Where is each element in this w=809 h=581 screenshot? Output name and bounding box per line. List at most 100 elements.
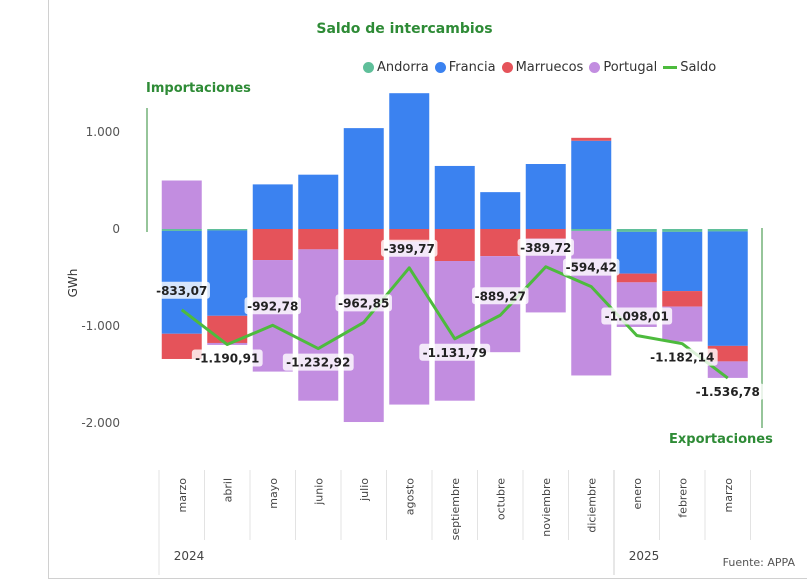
x-tick-label: octubre [494, 478, 507, 520]
bar-marruecos [571, 137, 612, 141]
bar-marruecos [480, 229, 521, 257]
source-note: Fuente: APPA [722, 556, 795, 569]
chart-title: Saldo de intercambios [316, 21, 493, 37]
bar-andorra [662, 229, 703, 232]
bar-marruecos [343, 229, 384, 261]
x-tick-label: septiembre [449, 478, 462, 541]
saldo-label-bg [282, 353, 354, 371]
year-label: 2024 [174, 549, 205, 563]
saldo-line [180, 265, 729, 380]
bar-portugal [707, 361, 748, 378]
exports-label: Exportaciones [669, 432, 773, 447]
x-tick-label: abril [221, 478, 234, 502]
saldo-label-bg [472, 287, 529, 305]
legend-item-saldo[interactable]: Saldo [663, 60, 716, 75]
saldo-data-label: -833,07 [156, 284, 207, 298]
bar-marruecos [252, 229, 293, 261]
y-tick-label: -1.000 [81, 319, 120, 333]
bar-francia [343, 128, 384, 229]
legend-item-marruecos[interactable]: Marruecos [501, 60, 584, 75]
legend-swatch-francia [434, 62, 446, 73]
legend-item-francia[interactable]: Francia [434, 60, 496, 75]
bar-marruecos [616, 273, 657, 283]
saldo-label-bg [517, 238, 574, 256]
bar-andorra [207, 229, 248, 231]
saldo-data-label: -1.182,14 [650, 351, 714, 365]
legend-label-andorra: Andorra [377, 60, 429, 75]
saldo-label-bg [419, 343, 491, 361]
bar-marruecos [707, 345, 748, 362]
saldo-data-label: -992,78 [247, 299, 298, 313]
y-tick-label: -2.000 [81, 416, 120, 430]
bar-andorra [707, 229, 748, 232]
saldo-data-label: -1.232,92 [286, 356, 350, 370]
bar-andorra [616, 229, 657, 232]
bar-francia [434, 165, 475, 229]
x-tick-label: marzo [722, 478, 735, 513]
y-tick-label: 0 [112, 222, 120, 236]
saldo-data-label: -962,85 [338, 296, 389, 310]
bar-andorra [161, 229, 202, 231]
x-tick-label: mayo [267, 478, 280, 509]
legend-item-portugal[interactable]: Portugal [589, 60, 657, 75]
x-tick-label: febrero [676, 478, 689, 518]
y-tick-label: 1.000 [86, 125, 120, 139]
legend: Andorra Francia Marruecos Portugal Saldo [363, 60, 716, 75]
saldo-label-bg [191, 349, 263, 367]
legend-label-marruecos: Marruecos [515, 60, 584, 75]
y-axis-label: GWh [66, 269, 80, 298]
saldo-label-bg [563, 258, 620, 276]
imports-label: Importaciones [146, 81, 251, 96]
bar-marruecos [434, 229, 475, 262]
x-tick-label: julio [358, 478, 371, 502]
bar-portugal [343, 260, 384, 423]
x-tick-label: noviembre [540, 478, 553, 537]
bar-portugal [571, 230, 612, 376]
bar-portugal [389, 241, 430, 405]
bar-marruecos [662, 291, 703, 307]
legend-swatch-marruecos [501, 62, 513, 73]
bar-portugal [298, 249, 339, 401]
legend-label-francia: Francia [448, 60, 496, 75]
bar-francia [707, 231, 748, 346]
saldo-data-label: -1.131,79 [423, 346, 487, 360]
legend-swatch-andorra [363, 62, 374, 73]
saldo-data-label: -1.536,78 [696, 385, 760, 399]
legend-item-andorra[interactable]: Andorra [363, 60, 429, 75]
chart-frame [48, 0, 807, 579]
legend-swatch-saldo [663, 66, 678, 69]
saldo-label-bg [646, 348, 718, 366]
bar-portugal [161, 180, 202, 229]
saldo-label-bg [601, 307, 673, 325]
legend-label-portugal: Portugal [603, 60, 658, 75]
bar-francia [252, 184, 293, 229]
bar-francia [662, 231, 703, 292]
saldo-data-label: -1.190,91 [195, 352, 259, 366]
saldo-data-label: -1.098,01 [605, 310, 669, 324]
legend-label-saldo: Saldo [680, 60, 717, 75]
bar-francia [480, 192, 521, 229]
saldo-label-bg [153, 281, 210, 299]
saldo-data-label: -889,27 [475, 289, 526, 303]
x-tick-label: enero [631, 478, 644, 510]
year-label: 2025 [629, 549, 660, 563]
saldo-label-bg [335, 294, 392, 312]
saldo-label-bg [381, 239, 438, 257]
bar-francia [571, 140, 612, 229]
bar-francia [207, 230, 248, 316]
x-tick-label: agosto [403, 478, 416, 515]
bar-francia [616, 231, 657, 274]
bar-francia [389, 93, 430, 229]
bar-francia [298, 174, 339, 229]
bar-francia [525, 164, 566, 229]
saldo-data-label: -594,42 [566, 261, 617, 275]
legend-swatch-portugal [589, 62, 601, 73]
bar-marruecos [525, 229, 566, 239]
bar-marruecos [389, 229, 430, 242]
bar-andorra [571, 229, 612, 231]
x-tick-label: diciembre [585, 478, 598, 533]
saldo-label-bg [692, 383, 764, 401]
saldo-label-bg [244, 297, 301, 315]
saldo-data-label: -399,77 [384, 242, 435, 256]
